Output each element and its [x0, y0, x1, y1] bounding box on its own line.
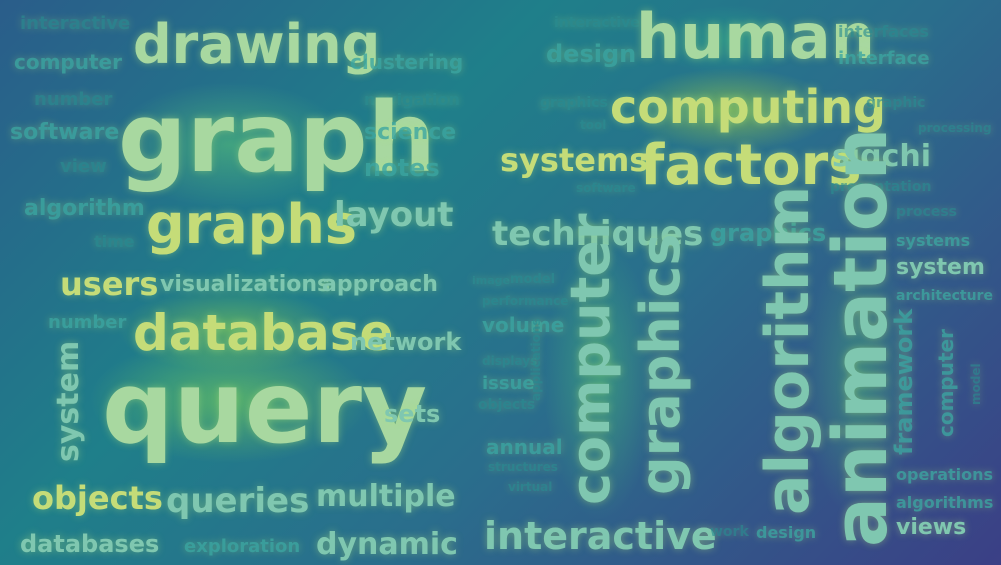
cloud-word: dynamic	[316, 527, 458, 562]
cloud-word: graphics	[710, 219, 827, 247]
cloud-word: query	[102, 349, 428, 466]
cloud-word-vertical: framework	[890, 308, 918, 455]
cloud-word-vertical: computer	[934, 329, 958, 437]
cloud-word: interactive	[484, 514, 717, 558]
cloud-word-vertical: computer	[559, 213, 622, 505]
cloud-word: computer	[14, 50, 122, 74]
cloud-word: graphic	[866, 95, 926, 111]
cloud-word: views	[896, 515, 967, 540]
cloud-word: performance	[482, 294, 569, 308]
cloud-word: graph	[118, 82, 436, 194]
cloud-word: algorithms	[896, 493, 994, 512]
cloud-word: interactive	[554, 15, 640, 31]
cloud-word: databases	[20, 530, 160, 558]
word-cloud-panel-query: users visualizations approach number databas…	[0, 262, 462, 565]
cloud-word: volume	[482, 313, 565, 337]
cloud-word: database	[133, 304, 394, 362]
cloud-word: science	[364, 120, 457, 145]
cloud-word: work	[710, 524, 749, 540]
cloud-word: exploration	[184, 536, 301, 557]
cloud-word: queries	[166, 481, 310, 521]
cloud-word: processing	[918, 121, 992, 135]
cloud-word: presentation	[830, 179, 932, 195]
cloud-word: model	[510, 272, 556, 287]
cloud-word: view	[60, 156, 107, 177]
cloud-word: clustering	[350, 50, 464, 74]
cloud-word: graphs	[146, 193, 357, 256]
cloud-word: tool	[580, 118, 607, 132]
word-cloud-panel-animation: techniques graphics process systems system im…	[462, 128, 1001, 565]
cloud-word: graphics	[540, 95, 608, 111]
cloud-word: interface	[838, 48, 930, 69]
cloud-word-vertical: animation	[818, 127, 904, 547]
cloud-word: notes	[364, 154, 440, 182]
cloud-word: architecture	[896, 288, 993, 304]
cloud-word: sigchi	[832, 139, 932, 174]
cloud-word: structures	[488, 460, 558, 474]
word-cloud-panel-human: interactive human interfaces design interfac…	[462, 0, 1001, 205]
cloud-word-vertical: applications	[529, 318, 543, 402]
cloud-word: layout	[334, 195, 454, 235]
cloud-word: factors	[640, 133, 862, 198]
cloud-word: human	[636, 0, 875, 73]
cloud-word: interactive	[20, 13, 131, 34]
cloud-word: navigation	[364, 90, 460, 109]
cloud-word: system	[896, 255, 985, 280]
cloud-word-vertical: algorithm	[753, 185, 823, 515]
cloud-word: time	[94, 232, 135, 251]
cloud-word: number	[48, 312, 127, 333]
cloud-word: network	[350, 328, 462, 356]
cloud-word: software	[576, 181, 636, 195]
cloud-word: visualizations	[160, 272, 331, 297]
cloud-word-vertical: system	[51, 340, 86, 462]
cloud-word: operations	[896, 465, 994, 484]
cloud-word: users	[60, 265, 159, 303]
cloud-word: algorithm	[24, 196, 145, 221]
cloud-word: sets	[384, 400, 441, 428]
cloud-word: issue	[482, 373, 535, 394]
cloud-word: interfaces	[838, 22, 929, 41]
cloud-word: virtual	[508, 480, 553, 494]
cloud-word: systems	[896, 231, 971, 250]
cloud-word: number	[34, 89, 113, 110]
cloud-word: systems	[500, 141, 649, 179]
cloud-word: multiple	[316, 479, 456, 514]
cloud-word: design	[546, 40, 637, 68]
word-cloud-panel-graph: interactive drawing computer clustering numb…	[0, 0, 464, 262]
cloud-word: drawing	[133, 13, 381, 76]
cloud-word: displays	[482, 354, 538, 368]
cloud-word: objects	[32, 479, 163, 517]
cloud-word: approach	[322, 272, 438, 297]
cloud-word: techniques	[492, 214, 704, 254]
cloud-word: objects	[478, 397, 536, 413]
cloud-word: image	[472, 274, 510, 287]
cloud-word-vertical: model	[969, 363, 983, 405]
cloud-word: software	[10, 120, 120, 145]
cloud-word: design	[756, 523, 817, 542]
cloud-word: process	[896, 204, 958, 220]
cloud-word: annual	[486, 435, 563, 459]
cloud-word: computing	[610, 80, 886, 134]
cloud-word-vertical: graphics	[629, 233, 692, 495]
